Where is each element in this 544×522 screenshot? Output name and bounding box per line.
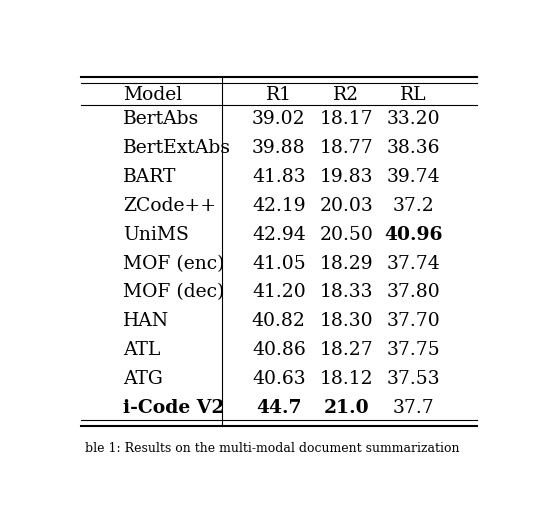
Text: 41.20: 41.20 [252, 283, 306, 302]
Text: 40.86: 40.86 [252, 341, 306, 359]
Text: 39.88: 39.88 [252, 139, 306, 157]
Text: R2: R2 [333, 86, 360, 104]
Text: 41.05: 41.05 [252, 255, 306, 272]
Text: UniMS: UniMS [123, 226, 189, 244]
Text: ble 1: Results on the multi-modal document summarization: ble 1: Results on the multi-modal docume… [85, 442, 459, 455]
Text: 39.02: 39.02 [252, 110, 306, 128]
Text: 42.94: 42.94 [252, 226, 306, 244]
Text: 18.77: 18.77 [319, 139, 373, 157]
Text: 18.30: 18.30 [319, 312, 373, 330]
Text: i-Code V2: i-Code V2 [123, 399, 224, 417]
Text: 37.80: 37.80 [387, 283, 441, 302]
Text: 37.75: 37.75 [387, 341, 441, 359]
Text: 33.20: 33.20 [387, 110, 441, 128]
Text: ATG: ATG [123, 370, 163, 388]
Text: 21.0: 21.0 [324, 399, 369, 417]
Text: 37.7: 37.7 [393, 399, 435, 417]
Text: 18.33: 18.33 [319, 283, 373, 302]
Text: 37.2: 37.2 [393, 197, 435, 215]
Text: BertAbs: BertAbs [123, 110, 199, 128]
Text: 40.96: 40.96 [385, 226, 443, 244]
Text: 37.70: 37.70 [387, 312, 441, 330]
Text: 18.12: 18.12 [319, 370, 373, 388]
Text: 20.50: 20.50 [319, 226, 373, 244]
Text: 37.53: 37.53 [387, 370, 441, 388]
Text: HAN: HAN [123, 312, 169, 330]
Text: 20.03: 20.03 [319, 197, 373, 215]
Text: 37.74: 37.74 [387, 255, 441, 272]
Text: MOF (dec): MOF (dec) [123, 283, 224, 302]
Text: 40.82: 40.82 [252, 312, 306, 330]
Text: Model: Model [123, 86, 182, 104]
Text: R1: R1 [266, 86, 292, 104]
Text: 18.29: 18.29 [319, 255, 373, 272]
Text: 18.17: 18.17 [319, 110, 373, 128]
Text: RL: RL [400, 86, 427, 104]
Text: ATL: ATL [123, 341, 160, 359]
Text: 19.83: 19.83 [319, 168, 373, 186]
Text: 41.83: 41.83 [252, 168, 306, 186]
Text: 38.36: 38.36 [387, 139, 441, 157]
Text: BertExtAbs: BertExtAbs [123, 139, 231, 157]
Text: BART: BART [123, 168, 176, 186]
Text: 18.27: 18.27 [319, 341, 373, 359]
Text: 44.7: 44.7 [256, 399, 301, 417]
Text: MOF (enc): MOF (enc) [123, 255, 224, 272]
Text: ZCode++: ZCode++ [123, 197, 216, 215]
Text: 40.63: 40.63 [252, 370, 306, 388]
Text: 42.19: 42.19 [252, 197, 306, 215]
Text: 39.74: 39.74 [387, 168, 441, 186]
